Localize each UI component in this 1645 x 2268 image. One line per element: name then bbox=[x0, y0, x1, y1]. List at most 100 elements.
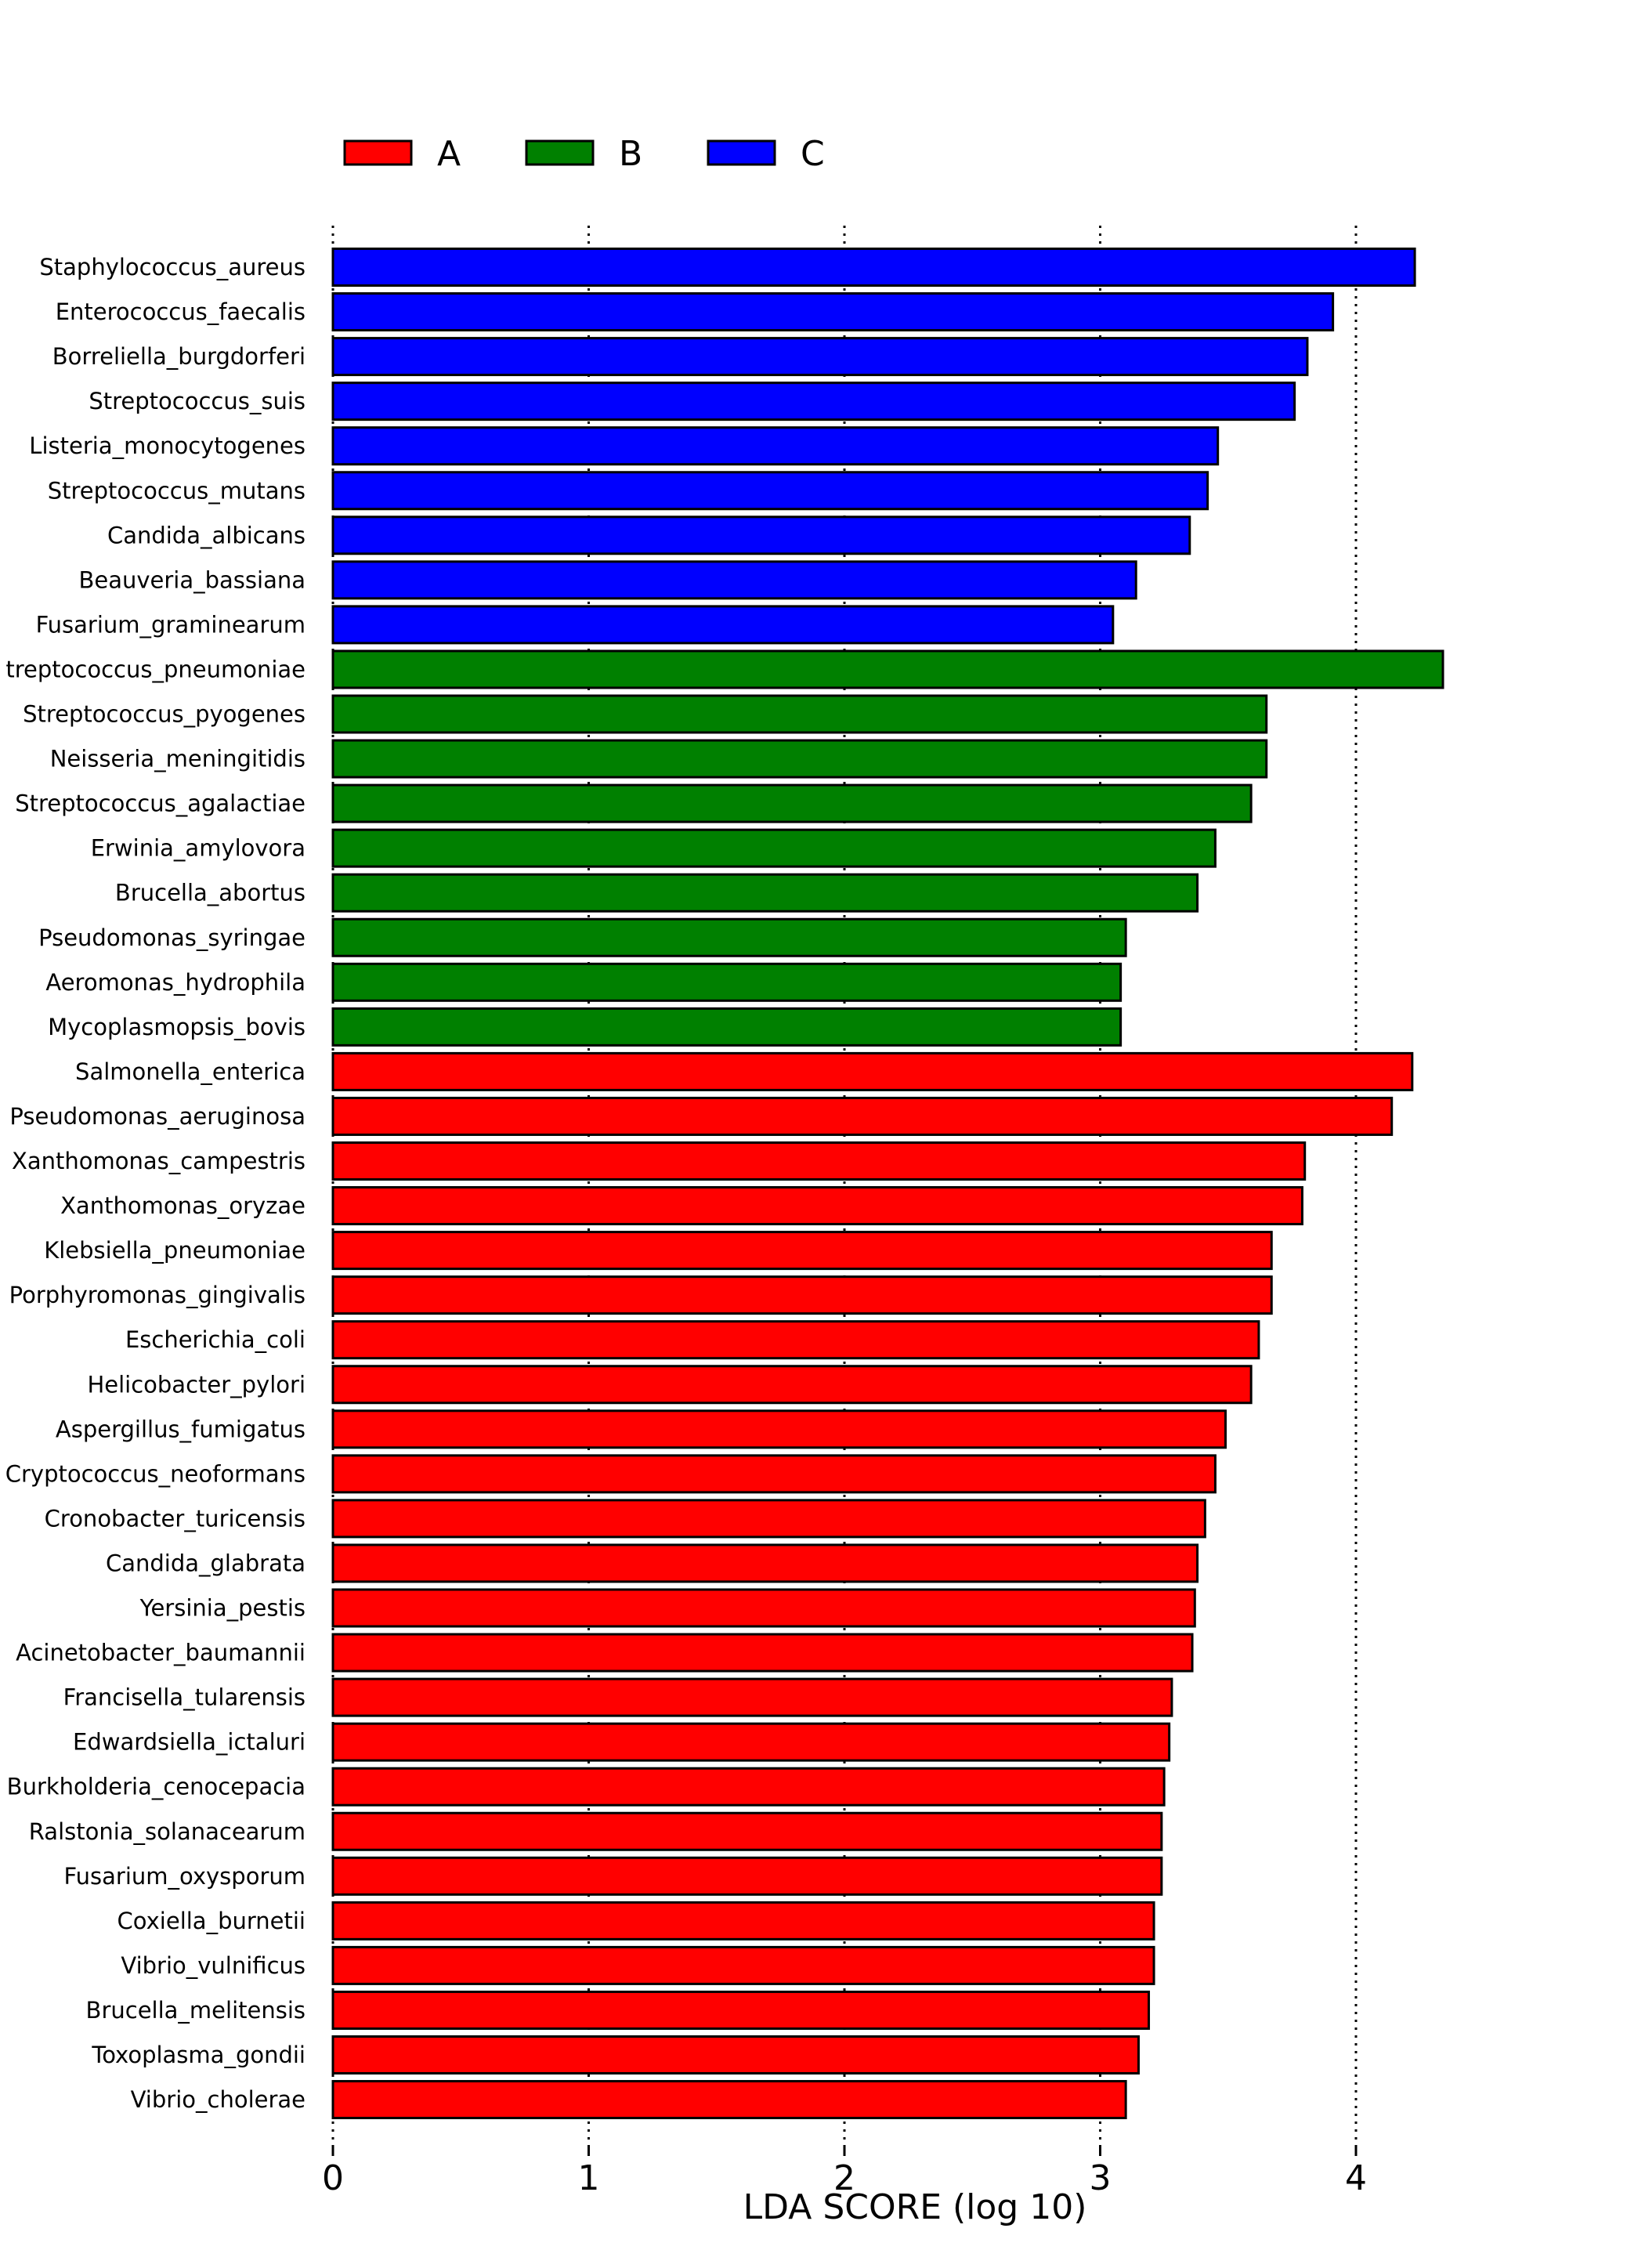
category-label: Streptococcus_pyogenes bbox=[23, 701, 306, 728]
legend-label: C bbox=[801, 134, 825, 174]
bar bbox=[331, 2080, 1127, 2120]
bar bbox=[331, 1096, 1394, 1136]
bar bbox=[331, 1499, 1206, 1539]
category-label: Candida_albicans bbox=[107, 522, 306, 548]
bar bbox=[331, 828, 1217, 868]
category-label: Xanthomonas_campestris bbox=[12, 1148, 306, 1174]
x-tick-label: 0 bbox=[322, 2158, 344, 2198]
bar bbox=[331, 694, 1268, 734]
bar bbox=[331, 560, 1137, 600]
category-label: Salmonella_enterica bbox=[75, 1058, 306, 1085]
bar bbox=[331, 337, 1309, 377]
category-label: Borreliella_burgdorferi bbox=[52, 343, 306, 370]
bar bbox=[331, 649, 1444, 689]
x-tick-label: 1 bbox=[578, 2158, 600, 2198]
bar bbox=[331, 515, 1191, 555]
category-label: Beauveria_bassiana bbox=[78, 566, 306, 593]
category-label: Vibrio_vulnificus bbox=[121, 1952, 306, 1979]
category-label: Cryptococcus_neoformans bbox=[5, 1460, 306, 1487]
x-axis-title: LDA SCORE (log 10) bbox=[743, 2187, 1087, 2227]
category-label: Mycoplasmopsis_bovis bbox=[48, 1014, 306, 1040]
bar bbox=[331, 382, 1296, 421]
category-label: Klebsiella_pneumoniae bbox=[44, 1237, 306, 1264]
bar bbox=[331, 426, 1220, 466]
bar bbox=[331, 1365, 1253, 1405]
bar bbox=[331, 1856, 1163, 1896]
category-label: Ralstonia_solanacearum bbox=[29, 1818, 306, 1845]
legend-swatch bbox=[343, 139, 413, 166]
category-label: Francisella_tularensis bbox=[63, 1684, 306, 1711]
bar bbox=[331, 1051, 1414, 1091]
category-label: Escherichia_coli bbox=[125, 1326, 306, 1353]
category-label: Staphylococcus_aureus bbox=[39, 254, 306, 280]
category-label: Listeria_monocytogenes bbox=[29, 432, 306, 459]
x-tick-label: 4 bbox=[1345, 2158, 1367, 2198]
category-label: Toxoplasma_gondii bbox=[91, 2042, 306, 2068]
category-label: Edwardsiella_ictaluri bbox=[73, 1729, 306, 1756]
bar bbox=[331, 1141, 1307, 1181]
category-label: Aspergillus_fumigatus bbox=[56, 1416, 306, 1442]
category-label: Erwinia_amylovora bbox=[91, 835, 306, 862]
category-label: Pseudomonas_syringae bbox=[38, 924, 306, 951]
category-label: Fusarium_graminearum bbox=[36, 611, 306, 638]
bar bbox=[331, 1320, 1260, 1360]
bar bbox=[331, 783, 1253, 823]
category-label: Fusarium_oxysporum bbox=[64, 1863, 306, 1890]
category-label: Helicobacter_pylori bbox=[87, 1371, 306, 1398]
x-tick-label: 2 bbox=[833, 2158, 855, 2198]
bar bbox=[331, 1722, 1171, 1762]
bar bbox=[331, 917, 1127, 957]
bar bbox=[331, 292, 1335, 332]
bar bbox=[331, 2035, 1140, 2074]
bar bbox=[331, 1231, 1273, 1271]
category-label: Porphyromonas_gingivalis bbox=[9, 1282, 306, 1308]
bar bbox=[331, 1588, 1196, 1628]
legend-swatch bbox=[525, 139, 595, 166]
category-label: Xanthomonas_oryzae bbox=[60, 1192, 306, 1219]
category-label: Pseudomonas_aeruginosa bbox=[9, 1103, 306, 1130]
category-label: Yersinia_pestis bbox=[139, 1595, 306, 1622]
category-label: Aeromonas_hydrophila bbox=[45, 969, 306, 996]
bar bbox=[331, 1990, 1151, 2030]
bars bbox=[331, 248, 1444, 2120]
bar bbox=[331, 1901, 1155, 1941]
legend-label: A bbox=[437, 134, 461, 174]
category-label: Streptococcus_suis bbox=[89, 388, 306, 414]
bar bbox=[331, 1811, 1163, 1851]
category-label: treptococcus_pneumoniae bbox=[5, 656, 306, 682]
x-axis: 0 1 2 3 4 bbox=[322, 2145, 1367, 2198]
legend-swatch bbox=[707, 139, 776, 166]
category-label: Acinetobacter_baumannii bbox=[16, 1640, 306, 1666]
category-label: Candida_glabrata bbox=[106, 1550, 306, 1576]
bar bbox=[331, 1409, 1227, 1449]
bar bbox=[331, 471, 1209, 511]
category-label: Coxiella_burnetii bbox=[118, 1908, 306, 1934]
category-label: Enterococcus_faecalis bbox=[56, 298, 306, 325]
bar bbox=[331, 1186, 1303, 1226]
category-label: Neisseria_meningitidis bbox=[50, 746, 306, 772]
bar bbox=[331, 739, 1268, 779]
bar bbox=[331, 1633, 1194, 1673]
bar bbox=[331, 1007, 1123, 1047]
bar bbox=[331, 873, 1199, 913]
category-label: Streptococcus_agalactiae bbox=[15, 790, 306, 817]
bar bbox=[331, 1543, 1199, 1583]
bar bbox=[331, 1677, 1173, 1717]
x-tick-label: 3 bbox=[1090, 2158, 1112, 2198]
category-label: Cronobacter_turicensis bbox=[45, 1505, 306, 1532]
category-label: Brucella_melitensis bbox=[86, 1997, 306, 2024]
bar bbox=[331, 1767, 1166, 1807]
category-labels: Staphylococcus_aureus Enterococcus_faecal… bbox=[5, 254, 306, 2113]
bar bbox=[331, 605, 1115, 645]
bar bbox=[331, 1275, 1273, 1315]
category-label: Burkholderia_cenocepacia bbox=[7, 1774, 306, 1800]
legend: A B C bbox=[343, 134, 825, 174]
bar bbox=[331, 248, 1416, 287]
bar bbox=[331, 962, 1123, 1002]
category-label: Vibrio_cholerae bbox=[131, 2086, 306, 2113]
category-label: Streptococcus_mutans bbox=[48, 477, 306, 504]
legend-label: B bbox=[619, 134, 642, 174]
bar bbox=[331, 1945, 1155, 1985]
category-label: Brucella_abortus bbox=[115, 880, 306, 906]
